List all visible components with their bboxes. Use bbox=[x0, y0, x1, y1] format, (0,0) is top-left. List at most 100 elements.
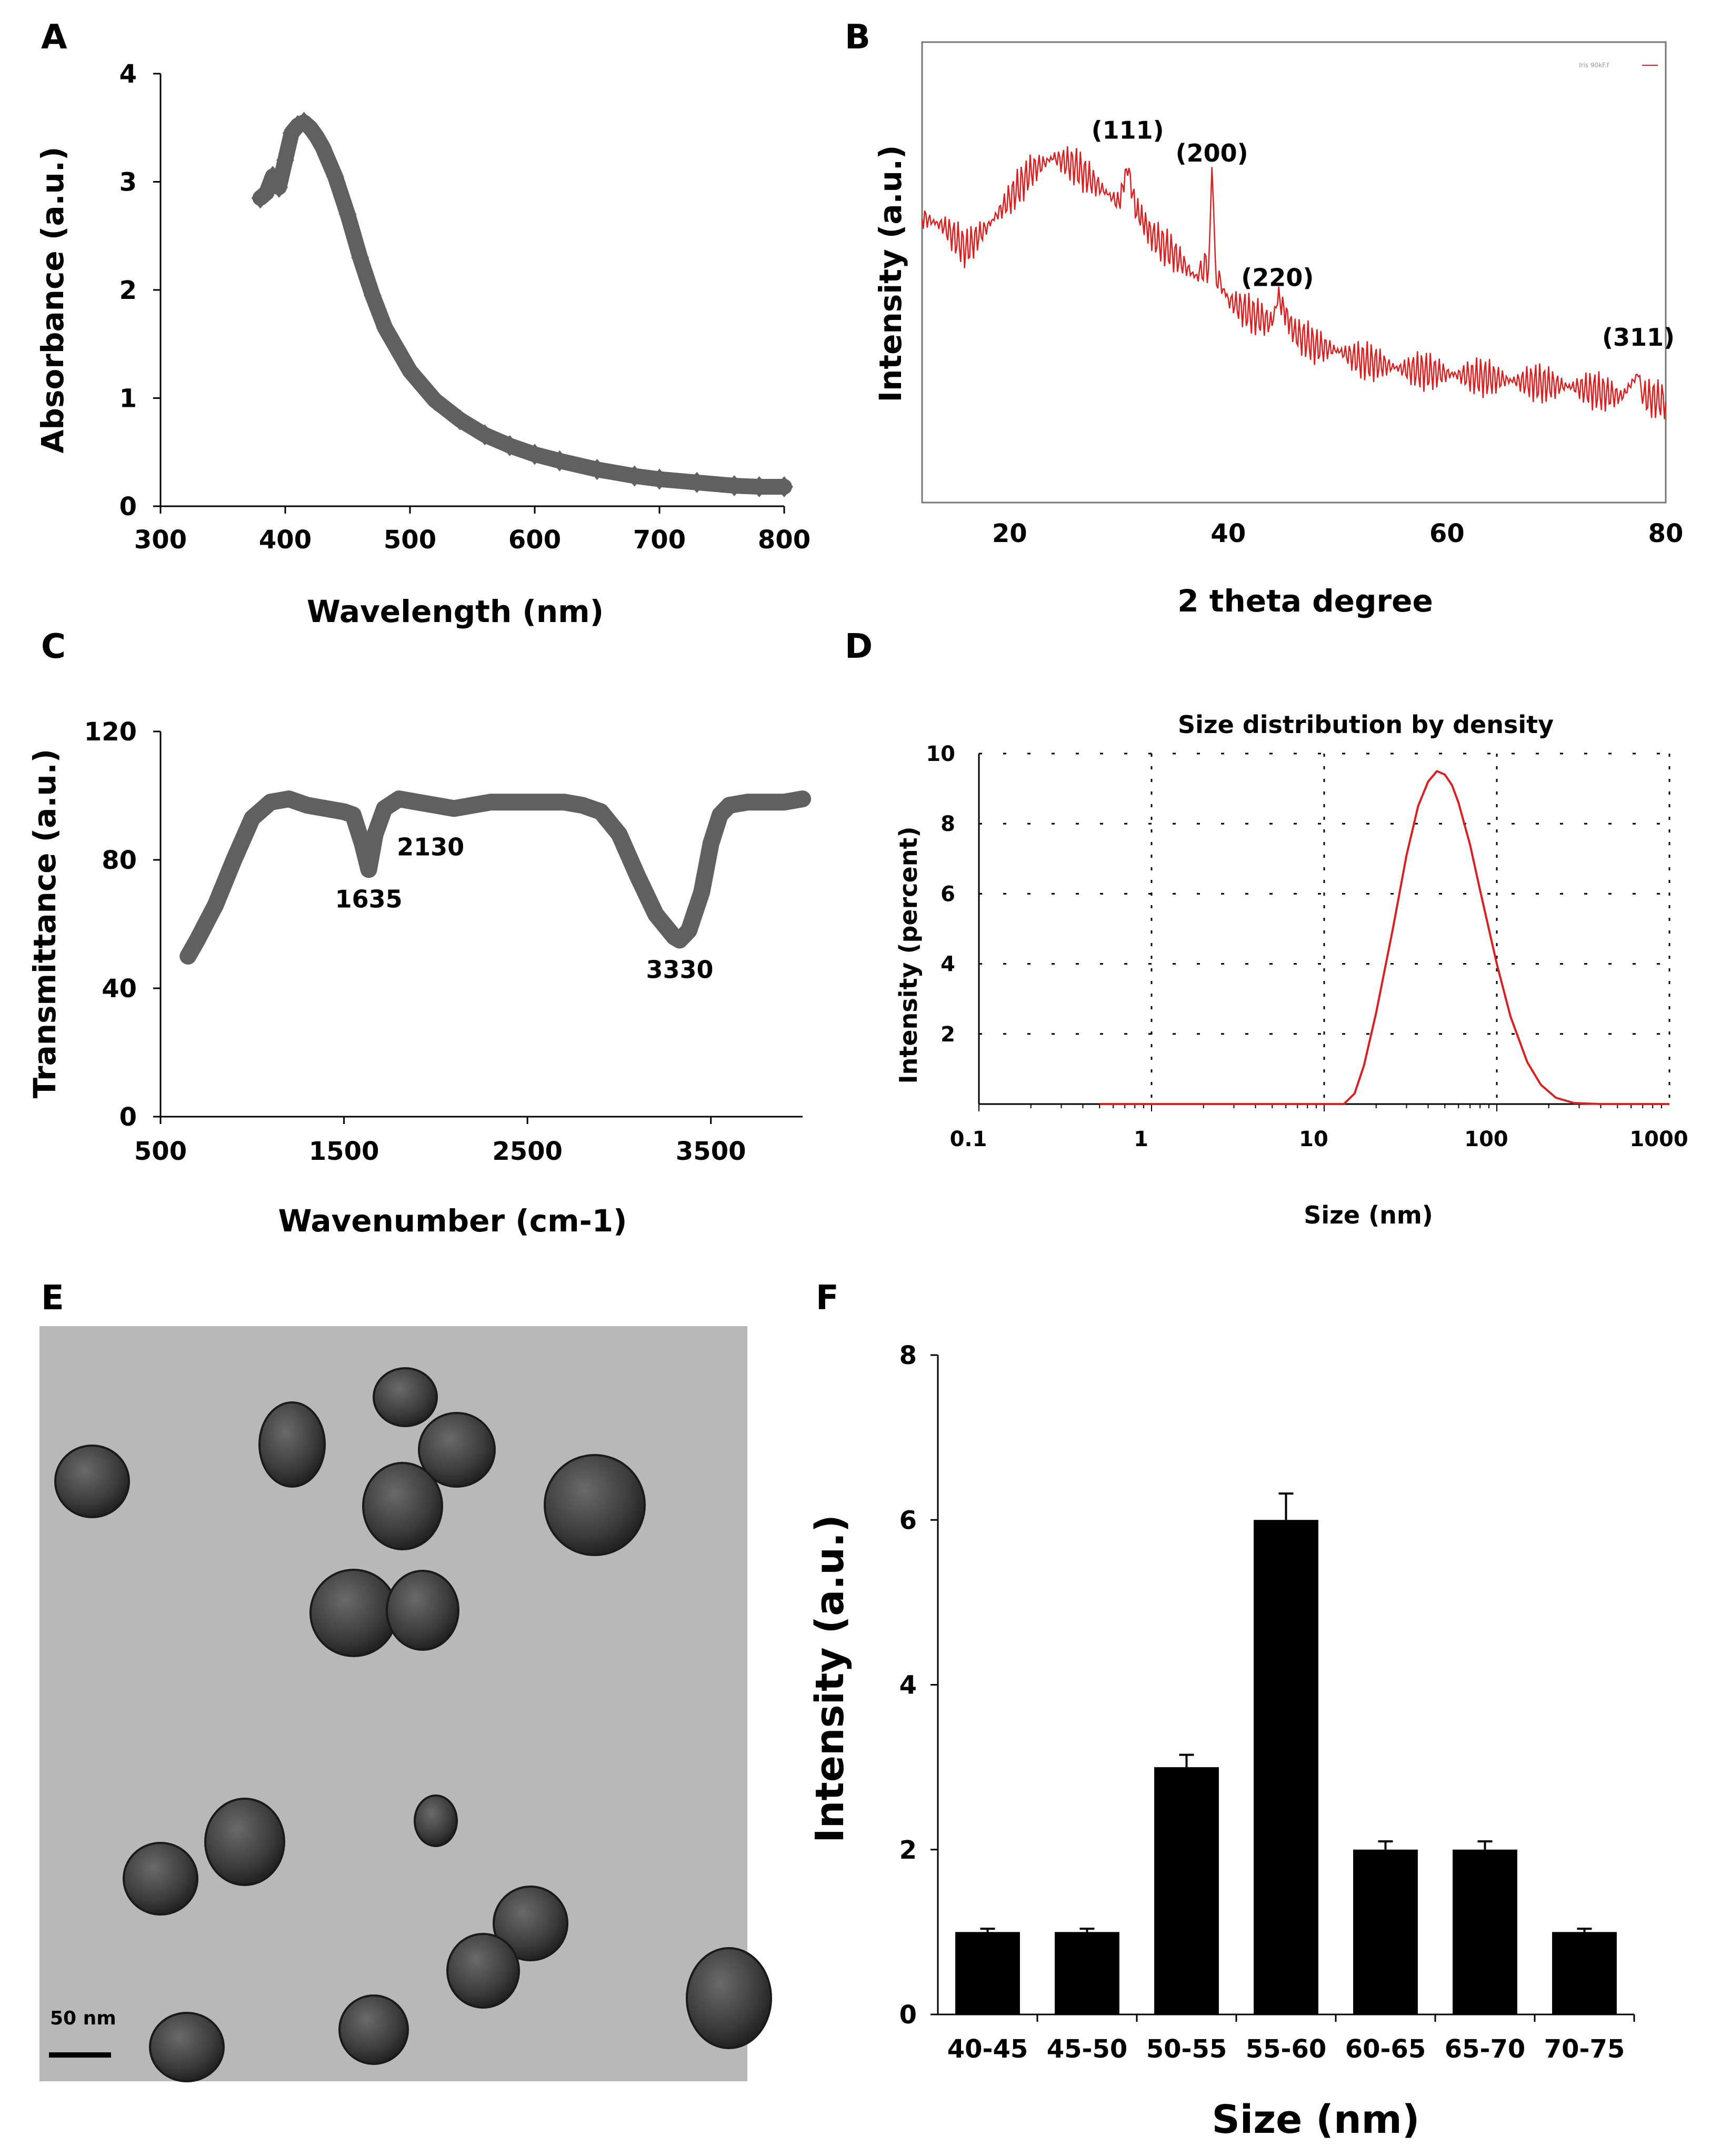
panel-b-xtick-label: 20 bbox=[992, 519, 1027, 548]
panel-a-data-point bbox=[501, 435, 519, 456]
panel-b-ylabel: Intensity (a.u.) bbox=[873, 145, 908, 403]
panel-d-xtick-label: 100 bbox=[1464, 1127, 1508, 1151]
panel-f-category-label: 65-70 bbox=[1445, 2034, 1526, 2064]
tem-particle bbox=[338, 1994, 409, 2065]
panel-b-xtick-label: 40 bbox=[1210, 519, 1246, 548]
panel-a-ytick-label: 4 bbox=[119, 59, 137, 89]
panel-c-ytick-label: 0 bbox=[119, 1102, 137, 1132]
panel-d-dls: Size distribution by density Intensity (… bbox=[894, 710, 1688, 1229]
panel-c-ylabel: Transmittance (a.u.) bbox=[27, 749, 63, 1098]
panel-f-bar bbox=[1154, 1767, 1219, 2014]
panel-b-legend: Iris 90kF.f bbox=[1579, 62, 1609, 69]
tem-particle bbox=[373, 1367, 438, 1427]
panel-a-ytick-label: 2 bbox=[119, 276, 137, 305]
panel-a-uv-vis: Absorbance (a.u.) Wavelength (nm) 300 400… bbox=[35, 59, 811, 629]
panel-f-ytick-label: 4 bbox=[899, 1671, 917, 1700]
panel-a-data-point bbox=[270, 176, 288, 198]
tem-particle bbox=[418, 1412, 496, 1488]
tem-particle bbox=[386, 1570, 459, 1651]
scale-bar bbox=[49, 2052, 111, 2058]
panel-a-data-point bbox=[651, 468, 668, 490]
panel-c-ytick-label: 120 bbox=[84, 717, 137, 747]
panel-f-category-label: 55-60 bbox=[1246, 2034, 1327, 2064]
panel-a-xtick-label: 800 bbox=[758, 525, 811, 555]
tem-particle bbox=[414, 1794, 458, 1847]
panel-d-ytick-label: 6 bbox=[940, 882, 955, 906]
panel-f-histogram: Intensity (a.u.) Size (nm) 0 2 4 6 8 40-45 45-… bbox=[807, 1341, 1635, 2142]
tem-particle bbox=[544, 1454, 646, 1556]
panel-a-xtick-label: 400 bbox=[259, 525, 312, 555]
panel-a-data-point bbox=[276, 149, 294, 171]
panel-label-b: B bbox=[845, 18, 870, 57]
panel-f-category-label: 40-45 bbox=[947, 2034, 1028, 2064]
scale-bar-label: 50 nm bbox=[50, 2008, 116, 2029]
panel-f-ytick-label: 0 bbox=[899, 2000, 917, 2030]
panel-d-xlabel: Size (nm) bbox=[1304, 1201, 1433, 1229]
panel-c-peak-label: 1635 bbox=[335, 885, 403, 913]
panel-f-bar bbox=[1453, 1849, 1517, 2014]
panel-d-title: Size distribution by density bbox=[1178, 710, 1554, 739]
panel-a-data-point bbox=[426, 389, 444, 411]
panel-a-data-point bbox=[326, 166, 344, 187]
panel-f-bar bbox=[955, 1932, 1020, 2014]
tem-particle bbox=[309, 1569, 398, 1657]
panel-a-data-point bbox=[588, 459, 606, 480]
panel-a-data-point bbox=[363, 285, 382, 306]
panel-c-ytick-label: 40 bbox=[102, 974, 137, 1004]
panel-c-ytick-label: 80 bbox=[102, 846, 137, 875]
panel-c-peak-label: 2130 bbox=[397, 833, 464, 861]
tem-particles bbox=[54, 1367, 772, 2082]
panel-b-xtick-label: 60 bbox=[1429, 519, 1465, 548]
tem-particle bbox=[493, 1886, 568, 1961]
panel-a-ytick-label: 1 bbox=[119, 384, 137, 414]
panel-a-data-point bbox=[625, 465, 644, 487]
panel-a-data-point bbox=[351, 247, 369, 268]
panel-c-peak-label: 3330 bbox=[646, 956, 713, 984]
panel-b-peak-label: (111) bbox=[1092, 116, 1164, 144]
tem-particle bbox=[204, 1798, 285, 1886]
panel-a-xtick-label: 700 bbox=[633, 525, 686, 555]
panel-f-ylabel: Intensity (a.u.) bbox=[807, 1515, 853, 1843]
panel-e-tem-image: 50 nm bbox=[39, 1326, 772, 2082]
panel-c-xlabel: Wavenumber (cm-1) bbox=[278, 1203, 627, 1239]
tem-particle bbox=[446, 1933, 520, 2009]
panel-c-xtick-label: 2500 bbox=[492, 1137, 563, 1166]
tem-background bbox=[39, 1326, 747, 2081]
panel-b-peak-label: (311) bbox=[1602, 323, 1675, 352]
tem-particle bbox=[54, 1445, 130, 1518]
panel-a-xlabel: Wavelength (nm) bbox=[307, 594, 604, 629]
panel-label-c: C bbox=[41, 627, 66, 666]
panel-a-data-point bbox=[526, 444, 544, 465]
panel-a-data-point bbox=[338, 204, 357, 225]
panel-f-ytick-label: 6 bbox=[899, 1506, 917, 1535]
panel-a-ytick-label: 3 bbox=[119, 168, 137, 197]
panel-a-data-point bbox=[476, 424, 494, 446]
panel-label-a: A bbox=[41, 18, 67, 57]
panel-a-data-point bbox=[401, 360, 419, 382]
panel-label-f: F bbox=[816, 1279, 839, 1318]
panel-d-xtick-label: 1 bbox=[1134, 1127, 1148, 1151]
panel-a-data-point bbox=[750, 476, 768, 498]
panel-f-ytick-label: 2 bbox=[899, 1836, 917, 1865]
panel-b-xlabel: 2 theta degree bbox=[1177, 583, 1433, 619]
panel-f-category-label: 45-50 bbox=[1047, 2034, 1128, 2064]
panel-d-ytick-label: 10 bbox=[926, 742, 955, 766]
panel-c-ftir: Transmittance (a.u.) Wavenumber (cm-1) 5… bbox=[27, 717, 811, 1239]
panel-a-data-point bbox=[725, 475, 744, 496]
tem-particle bbox=[258, 1401, 326, 1488]
tem-particle bbox=[362, 1462, 443, 1550]
panel-b-plot-frame bbox=[921, 41, 1667, 504]
panel-a-xtick-label: 300 bbox=[134, 525, 187, 555]
panel-b-peak-label: (220) bbox=[1241, 263, 1314, 292]
panel-f-bar bbox=[1552, 1932, 1617, 2014]
panel-a-data-point bbox=[314, 136, 332, 158]
tem-particle bbox=[686, 1947, 772, 2049]
panel-d-ylabel: Intensity (percent) bbox=[894, 827, 923, 1084]
panel-c-xtick-label: 3500 bbox=[676, 1137, 746, 1166]
panel-f-category-label: 70-75 bbox=[1544, 2034, 1625, 2064]
panel-d-ytick-label: 2 bbox=[940, 1022, 955, 1047]
panel-a-data-point bbox=[376, 317, 394, 338]
panel-d-xtick-label: 1000 bbox=[1629, 1127, 1688, 1151]
tem-particle bbox=[123, 1842, 198, 1916]
panel-b-xrd: Iris 90kF.f Intensity (a.u.) 2 theta deg… bbox=[873, 41, 1683, 619]
